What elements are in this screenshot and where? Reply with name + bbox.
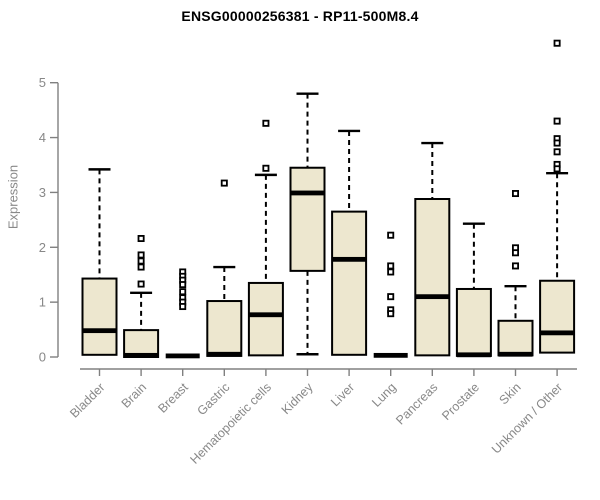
outlier-brain-0 (137, 235, 145, 243)
box-pancreas (414, 198, 451, 357)
outlier-skin-0 (512, 190, 520, 198)
outlier-skin-2 (512, 249, 520, 257)
x-tick-label-lung: Lung (369, 380, 399, 410)
x-tick-label-kidney: Kidney (279, 380, 316, 417)
box-hematopoietic-cells (247, 281, 284, 357)
x-tick-label-hematopoietic-cells: Hematopoietic cells (187, 380, 274, 467)
outlier-unknown-other-4 (553, 148, 561, 156)
median-liver (332, 256, 367, 262)
outlier-lung-3 (387, 293, 395, 301)
outlier-brain-3 (137, 263, 145, 271)
box-bladder (81, 277, 118, 356)
x-tick-label-gastric: Gastric (195, 380, 233, 418)
box-skin (497, 319, 534, 357)
median-pancreas (415, 294, 450, 300)
x-tick-label-unknown-other: Unknown / Other (489, 380, 565, 456)
outlier-lung-0 (387, 231, 395, 239)
median-breast (165, 353, 200, 359)
outlier-skin-3 (512, 262, 520, 270)
median-kidney (290, 190, 325, 196)
x-tick-label-liver: Liver (328, 380, 357, 409)
box-prostate (455, 287, 492, 357)
outlier-hematopoietic-cells-1 (262, 164, 270, 172)
outlier-hematopoietic-cells-0 (262, 119, 270, 127)
chart-title: ENSG00000256381 - RP11-500M8.4 (181, 8, 419, 24)
box-kidney (289, 166, 326, 272)
outlier-lung-2 (387, 268, 395, 276)
outlier-unknown-other-3 (553, 139, 561, 147)
y-tick-label-0: 0 (39, 350, 46, 365)
y-tick-label-1: 1 (39, 295, 46, 310)
outlier-breast-7 (179, 303, 187, 311)
outlier-brain-2 (137, 257, 145, 265)
x-tick-label-brain: Brain (119, 380, 150, 411)
outlier-lung-1 (387, 262, 395, 270)
x-tick-label-breast: Breast (155, 380, 191, 416)
x-tick-label-bladder: Bladder (67, 380, 107, 420)
outlier-unknown-other-6 (553, 165, 561, 173)
y-tick-label-4: 4 (39, 130, 46, 145)
median-prostate (456, 352, 491, 358)
y-tick-label-3: 3 (39, 185, 46, 200)
median-brain (124, 352, 159, 358)
box-unknown-other (539, 279, 576, 354)
x-tick-label-prostate: Prostate (439, 380, 482, 423)
median-bladder (82, 328, 117, 334)
outlier-brain-4 (137, 280, 145, 288)
outlier-unknown-other-1 (553, 117, 561, 125)
median-hematopoietic-cells (248, 312, 283, 318)
box-liver (331, 210, 368, 356)
box-gastric (206, 300, 243, 357)
outlier-lung-5 (387, 310, 395, 318)
median-skin (498, 351, 533, 357)
x-tick-label-pancreas: Pancreas (393, 380, 440, 427)
outlier-unknown-other-0 (553, 39, 561, 47)
y-tick-label-5: 5 (39, 75, 46, 90)
x-tick-label-skin: Skin (497, 380, 524, 407)
median-gastric (207, 351, 242, 357)
median-lung (373, 352, 408, 358)
outlier-brain-1 (137, 251, 145, 259)
outlier-breast-4 (179, 288, 187, 296)
median-unknown-other (540, 330, 575, 336)
outlier-breast-3 (179, 281, 187, 289)
y-tick-label-2: 2 (39, 240, 46, 255)
outlier-gastric-0 (220, 179, 228, 187)
